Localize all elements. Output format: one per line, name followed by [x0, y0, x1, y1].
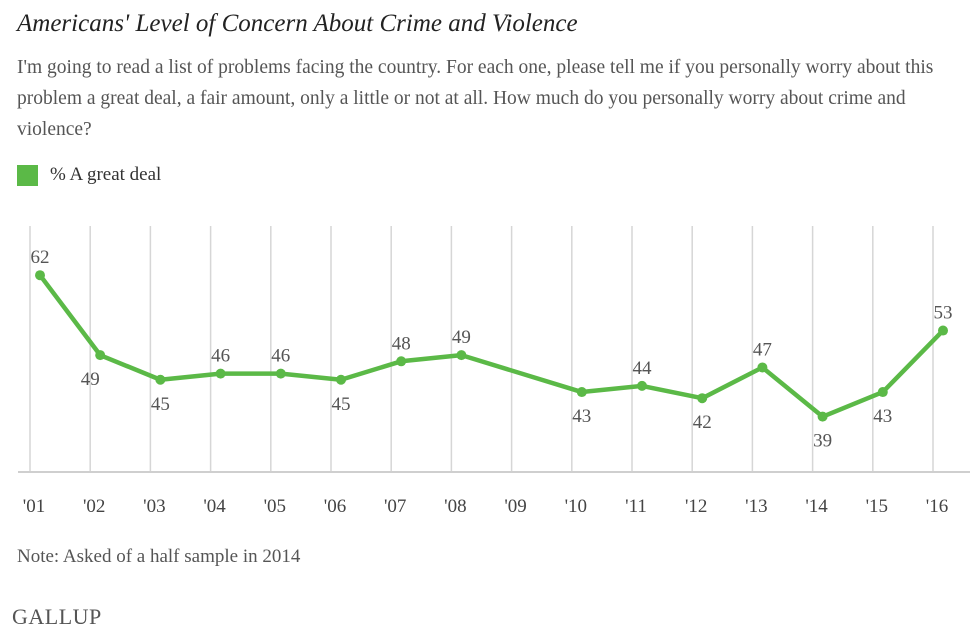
data-label: 53 [934, 303, 953, 324]
x-tick-label: '02 [83, 496, 105, 517]
data-point [817, 411, 828, 422]
legend: % A great deal [17, 164, 161, 186]
x-tick-label: '08 [444, 496, 466, 517]
data-point [336, 374, 346, 385]
data-point [697, 393, 708, 404]
data-label: 62 [31, 247, 50, 268]
x-tick-label: '11 [625, 496, 647, 517]
chart-subtitle: I'm going to read a list of problems fac… [17, 57, 934, 140]
chart-note: Note: Asked of a half sample in 2014 [17, 546, 301, 567]
data-label: 39 [813, 431, 832, 452]
data-point [877, 387, 888, 398]
gallup-logo: GALLUP [12, 604, 102, 629]
data-label: 42 [693, 412, 712, 433]
data-label: 46 [211, 346, 230, 367]
x-tick-label: '01 [23, 496, 45, 517]
data-point [637, 380, 647, 391]
data-point [576, 387, 587, 398]
x-tick-label: '16 [926, 496, 948, 517]
data-point [95, 350, 106, 361]
chart-title: Americans' Level of Concern About Crime … [17, 10, 578, 37]
x-tick-label: '05 [264, 496, 286, 517]
data-label: 45 [332, 394, 351, 415]
data-point [396, 356, 407, 367]
data-point [215, 368, 226, 379]
legend-swatch [17, 164, 38, 186]
data-label: 47 [753, 339, 772, 360]
data-point [456, 350, 467, 361]
data-label: 48 [392, 333, 411, 354]
data-point [155, 374, 166, 385]
legend-label: % A great deal [50, 164, 162, 185]
x-tick-label: '10 [565, 496, 587, 517]
data-point [938, 325, 948, 336]
data-label: 43 [873, 406, 892, 427]
series-line [38, 273, 945, 419]
data-label: 44 [633, 358, 653, 379]
x-tick-label: '09 [504, 496, 526, 517]
x-tick-label: '13 [745, 496, 767, 517]
data-point [275, 368, 286, 379]
x-tick-label: '04 [203, 496, 226, 517]
data-label: 46 [271, 346, 290, 367]
data-label: 49 [81, 369, 100, 390]
data-point [35, 270, 45, 281]
data-label: 49 [452, 327, 471, 348]
x-tick-label: '06 [324, 496, 346, 517]
x-tick-label: '03 [143, 496, 165, 517]
x-tick-label: '07 [384, 496, 406, 517]
x-tick-label: '15 [866, 496, 888, 517]
data-label: 43 [572, 406, 591, 427]
x-tick-label: '14 [805, 496, 828, 517]
data-label: 45 [151, 394, 170, 415]
x-tick-label: '12 [685, 496, 707, 517]
data-point [757, 362, 768, 373]
